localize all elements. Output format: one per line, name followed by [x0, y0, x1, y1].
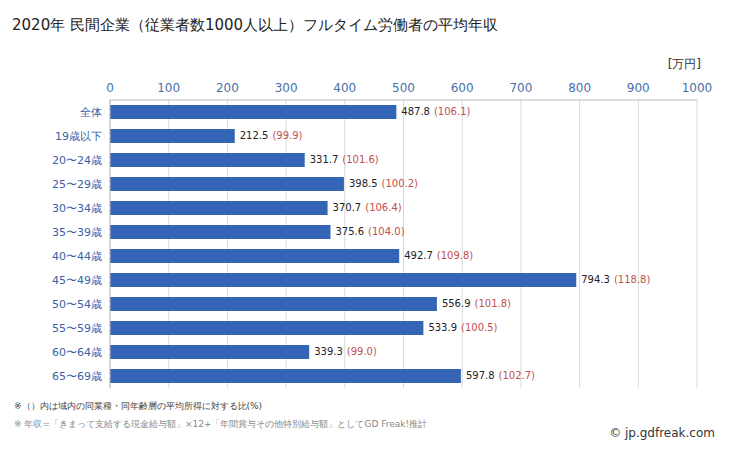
svg-text:212.5(99.9): 212.5(99.9) [240, 130, 303, 141]
svg-text:487.8(106.1): 487.8(106.1) [401, 106, 470, 117]
svg-text:556.9(101.8): 556.9(101.8) [442, 298, 511, 309]
svg-text:25〜29歳: 25〜29歳 [52, 178, 102, 191]
svg-text:200: 200 [216, 81, 239, 95]
svg-text:500: 500 [392, 81, 415, 95]
svg-text:50〜54歳: 50〜54歳 [52, 298, 102, 311]
svg-text:900: 900 [627, 81, 650, 95]
html-text:[万円]: [万円] [667, 57, 701, 71]
svg-text:794.3(118.8): 794.3(118.8) [581, 274, 650, 285]
svg-text:375.6(104.0): 375.6(104.0) [335, 226, 404, 237]
svg-text:35〜39歳: 35〜39歳 [52, 226, 102, 239]
svg-text:55〜59歳: 55〜59歳 [52, 322, 102, 335]
svg-text:19歳以下: 19歳以下 [55, 130, 102, 143]
svg-text:20〜24歳: 20〜24歳 [52, 154, 102, 167]
svg-text:400: 400 [333, 81, 356, 95]
svg-text:398.5(100.2): 398.5(100.2) [349, 178, 418, 189]
svg-text:331.7(101.6): 331.7(101.6) [310, 154, 379, 165]
svg-text:30〜34歳: 30〜34歳 [52, 202, 102, 215]
svg-text:全体: 全体 [80, 106, 102, 119]
html-text:※ 年収=「きまって支給する現金給与額」×12+「年間賞与そ: ※ 年収=「きまって支給する現金給与額」×12+「年間賞与その他特別給与額」とし… [14, 419, 428, 429]
svg-text:45〜49歳: 45〜49歳 [52, 274, 102, 287]
svg-text:1000: 1000 [682, 81, 713, 95]
svg-text:40〜44歳: 40〜44歳 [52, 250, 102, 263]
svg-text:100: 100 [157, 81, 180, 95]
svg-text:533.9(100.5): 533.9(100.5) [428, 322, 497, 333]
svg-text:597.8(102.7): 597.8(102.7) [466, 370, 535, 381]
svg-text:0: 0 [106, 81, 114, 95]
svg-text:492.7(109.8): 492.7(109.8) [404, 250, 473, 261]
svg-text:600: 600 [451, 81, 474, 95]
svg-text:800: 800 [568, 81, 591, 95]
svg-text:65〜69歳: 65〜69歳 [52, 370, 102, 383]
svg-text:300: 300 [275, 81, 298, 95]
html-text:2020年 民間企業（従業者数1000人以上）フルタイム労働: 2020年 民間企業（従業者数1000人以上）フルタイム労働者の平均年収 [12, 16, 499, 34]
html-text:© jp.gdfreak.com: © jp.gdfreak.com [609, 426, 715, 440]
svg-text:339.3(99.0): 339.3(99.0) [314, 346, 377, 357]
svg-text:700: 700 [509, 81, 532, 95]
html-text:※（）内は域内の同業種・同年齢層の平均所得に対する比(%): ※（）内は域内の同業種・同年齢層の平均所得に対する比(%) [14, 401, 263, 411]
svg-text:370.7(106.4): 370.7(106.4) [333, 202, 402, 213]
svg-text:60〜64歳: 60〜64歳 [52, 346, 102, 359]
